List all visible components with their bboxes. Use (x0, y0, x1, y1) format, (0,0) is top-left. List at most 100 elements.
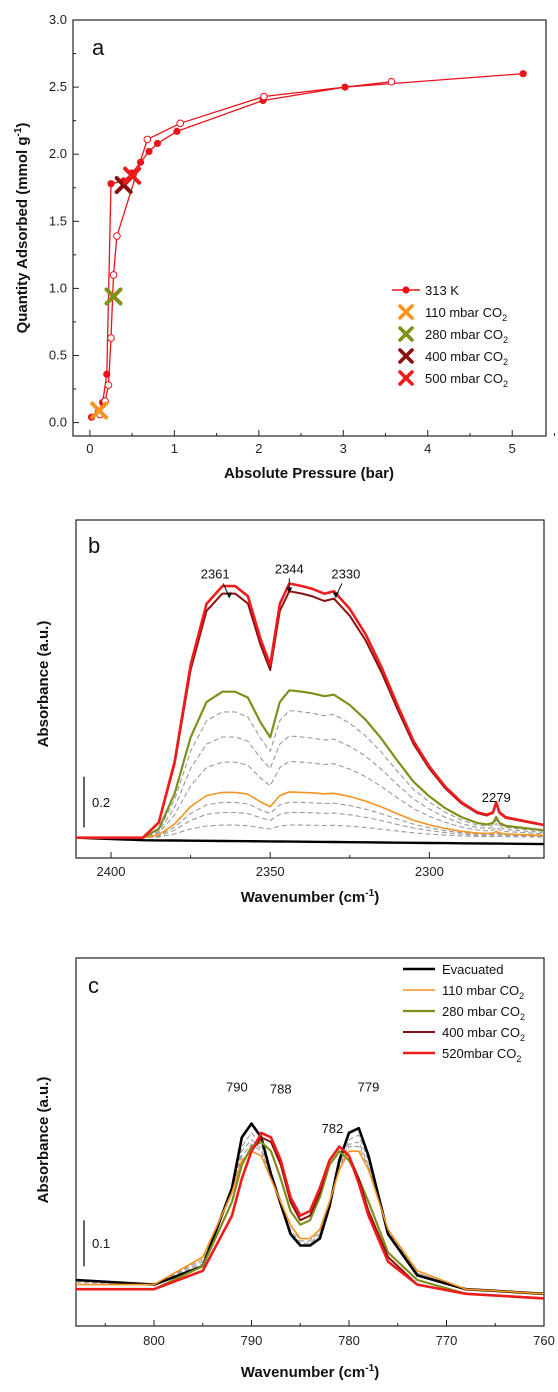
c-legend-label-sub: 2 (520, 1033, 525, 1043)
b-intermediate-spectrum (76, 760, 545, 839)
panel-a: a 0 1 2 3 4 5 0.0 0.5 1.0 1.5 2.0 2.5 3.0 313 K 110 m… (13, 12, 555, 482)
a-adsorption-point (173, 127, 181, 135)
panel-a-ticks: 0 1 2 3 4 5 0.0 0.5 1.0 1.5 2.0 2.5 3.0 (49, 12, 555, 456)
panel-c-x-label-sup: -1 (365, 1363, 374, 1374)
panel-b: b 2400 2350 2300 2361 2344 2330 2279 0.2 Wave… (35, 519, 545, 906)
b-intermediate-spectrum (76, 801, 545, 839)
c-intermediate-spectrum (75, 1139, 545, 1295)
c-legend-label-sub: 2 (519, 991, 524, 1001)
a-desorption-point (176, 119, 185, 128)
a-legend-cross (398, 348, 414, 364)
c-legend-label-main: 520mbar CO (442, 1046, 516, 1061)
a-legend-label-sub: 2 (503, 335, 508, 345)
a-desorption-point (260, 92, 268, 101)
panel-c-annotations: 790 788 782 779 (226, 1079, 379, 1135)
panel-a-y-axis-label: Quantity Adsorbed (mmol g-1) (13, 123, 31, 334)
c-peak-label: 779 (358, 1079, 380, 1094)
c-x-tick-label: 780 (338, 1333, 360, 1348)
a-y-tick-label: 1.5 (49, 213, 67, 228)
panel-b-scale-bar: 0.2 (83, 776, 110, 828)
panel-b-y-axis-label: Absorbance (a.u.) (35, 621, 52, 748)
a-legend-cross (398, 370, 414, 386)
panel-c-letter: c (88, 973, 99, 998)
panel-c: c 800 790 780 770 760 790 788 782 779 0.1 Evacu… (35, 957, 555, 1381)
a-legend-label-main: 280 mbar CO (425, 327, 503, 342)
a-isotherm-line-desorption (99, 81, 392, 415)
a-cross-marker (123, 166, 142, 185)
a-y-tick-label: 2.0 (49, 146, 67, 161)
a-y-tick-label: 1.0 (49, 280, 67, 295)
c-legend-label: 280 mbar CO2 (442, 1004, 525, 1022)
a-x-tick-label: 1 (171, 441, 178, 456)
c-peak-label: 790 (226, 1079, 248, 1094)
a-legend-label-main: 400 mbar CO (425, 349, 503, 364)
a-y-tick-label: 0.0 (49, 415, 67, 430)
c-legend-label-main: 110 mbar CO (442, 983, 519, 998)
a-desorption-point (387, 77, 396, 86)
b-intermediate-spectrum (76, 735, 545, 839)
panel-a-letter: a (92, 35, 105, 60)
b-peak-label: 2330 (331, 566, 360, 581)
b-x-tick-label: 2400 (97, 864, 126, 879)
a-desorption-point (107, 334, 115, 342)
panel-b-ticks: 2400 2350 2300 (97, 852, 510, 879)
a-adsorption-point (145, 147, 153, 156)
c-legend-label: 520mbar CO2 (442, 1046, 521, 1064)
c-peak-label: 788 (270, 1082, 292, 1097)
b-peak-arrowhead (226, 592, 233, 599)
a-isotherm-line-adsorption (91, 73, 524, 418)
panel-a-y-label-sup: -1 (13, 127, 24, 136)
c-spectrum-280-mbar-co2 (76, 1140, 545, 1300)
a-x-tick-label: 3 (340, 441, 347, 456)
b-x-tick-label: 2350 (256, 864, 285, 879)
panel-b-frame (75, 519, 545, 859)
b-spectrum-400-mbar-co2 (76, 590, 545, 839)
b-peak-label: 2279 (482, 790, 511, 805)
panel-b-annotations: 2361 2344 2330 2279 (201, 561, 511, 805)
c-x-tick-label: 770 (436, 1333, 458, 1348)
panel-a-x-axis-label: Absolute Pressure (bar) (224, 465, 394, 482)
c-x-tick-label: 800 (143, 1333, 165, 1348)
c-peak-label: 782 (322, 1121, 344, 1136)
a-x-tick-label: 0 (86, 441, 93, 456)
a-x-tick-label: 4 (424, 441, 431, 456)
c-spectrum-110-mbar-co2 (76, 1150, 545, 1295)
panel-b-letter: b (88, 533, 100, 558)
a-desorption-point (143, 135, 152, 144)
panel-a-y-label-end: ) (14, 123, 31, 128)
panel-b-x-label-sup: -1 (365, 888, 374, 899)
a-cross-marker (90, 401, 109, 420)
panel-b-x-label-main: Wavenumber (cm (241, 889, 365, 906)
b-intermediate-spectrum (76, 824, 545, 839)
panel-b-x-label-end: ) (374, 889, 379, 906)
c-legend-label: 400 mbar CO2 (442, 1025, 525, 1043)
panel-a-series (87, 70, 527, 421)
panel-c-x-label-main: Wavenumber (cm (241, 1364, 365, 1381)
b-intermediate-spectrum (76, 710, 545, 839)
panel-c-series (75, 1122, 545, 1300)
c-x-tick-label: 760 (533, 1333, 555, 1348)
a-legend-label-sub: 2 (503, 379, 508, 389)
c-legend-label-sub: 2 (520, 1012, 525, 1022)
b-spectrum-520mbar-co2 (76, 582, 545, 840)
b-peak-label: 2344 (275, 561, 304, 576)
a-desorption-point (113, 232, 121, 240)
b-peak-label: 2361 (201, 566, 230, 581)
b-peak-arrowhead (286, 587, 293, 594)
c-legend-label: 110 mbar CO2 (442, 983, 524, 1001)
a-legend-label-main: 500 mbar CO (425, 371, 503, 386)
a-legend-label-sub: 2 (502, 313, 507, 323)
a-legend-label: 280 mbar CO2 (425, 327, 508, 345)
panel-c-scale-bar: 0.1 (83, 1220, 110, 1267)
b-spectrum-evacuated (75, 836, 545, 846)
panel-a-y-label-main: Quantity Adsorbed (mmol g (14, 136, 31, 333)
panel-c-frame (75, 957, 545, 1327)
c-scale-bar-label: 0.1 (92, 1236, 110, 1251)
a-y-tick-label: 2.5 (49, 79, 67, 94)
a-legend-label: 500 mbar CO2 (425, 371, 508, 389)
b-peak-arrowhead (332, 592, 339, 599)
panel-c-y-axis-label: Absorbance (a.u.) (35, 1077, 52, 1204)
b-intermediate-spectrum (76, 811, 545, 839)
